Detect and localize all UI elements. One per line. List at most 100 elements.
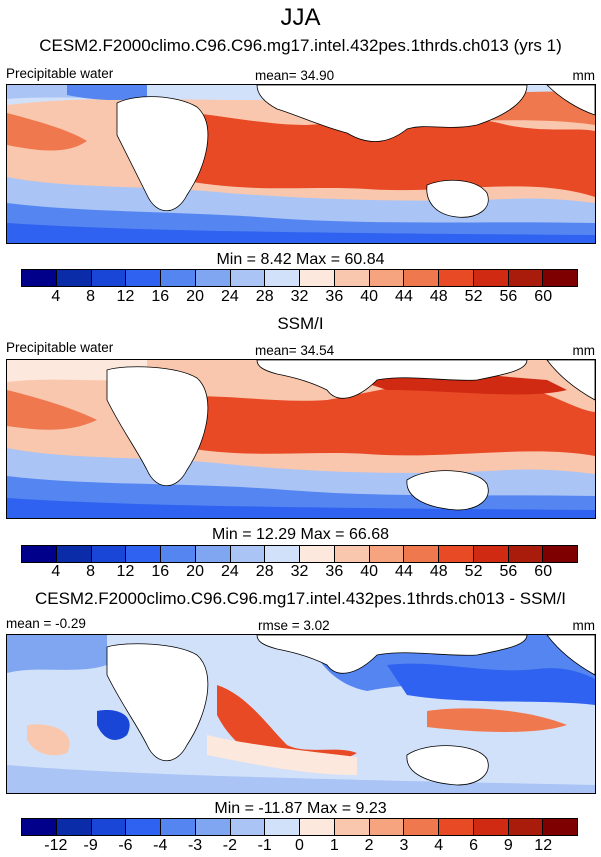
colorbar-swatch — [404, 819, 439, 835]
panel2-colorbar-ticks: 4 8 12 16 20 24 28 32 36 40 44 48 52 56 60 — [21, 563, 578, 583]
colorbar-tick-label: 40 — [360, 563, 379, 580]
colorbar-tick-label: 4 — [51, 288, 61, 305]
colorbar-swatch — [369, 819, 405, 835]
panel3-units-label: mm — [572, 618, 596, 633]
colorbar-swatch — [22, 819, 57, 835]
colorbar-tick-label: 4 — [51, 563, 61, 580]
colorbar-tick-label: 56 — [499, 563, 518, 580]
panel2-mean-label: mean= 34.54 — [255, 343, 335, 358]
panel1-colorbar — [21, 269, 578, 287]
colorbar-swatch — [265, 270, 300, 286]
colorbar-tick-label: 32 — [290, 563, 309, 580]
colorbar-tick-label: 60 — [534, 563, 553, 580]
panel3-map — [6, 634, 596, 794]
colorbar-tick-label: 28 — [255, 288, 274, 305]
colorbar-tick-label: 12 — [534, 837, 553, 854]
panel3-map-svg — [7, 635, 595, 793]
colorbar-swatch — [473, 546, 509, 562]
colorbar-swatch — [543, 819, 577, 835]
colorbar-tick-label: 16 — [151, 563, 170, 580]
panel1-map-svg — [7, 85, 595, 243]
colorbar-tick-label: 3 — [399, 837, 409, 854]
colorbar-tick-label: 9 — [503, 837, 513, 854]
colorbar-swatch — [91, 546, 127, 562]
colorbar-swatch — [334, 546, 370, 562]
panel1-subtitle: CESM2.F2000climo.C96.C96.mg17.intel.432p… — [39, 36, 562, 55]
colorbar-tick-label: 36 — [325, 563, 344, 580]
colorbar-tick-label: 52 — [464, 288, 483, 305]
panel1-left-label: Precipitable water — [6, 66, 114, 81]
colorbar-tick-label: 60 — [534, 288, 553, 305]
panel1-mean-label: mean= 34.90 — [255, 68, 335, 83]
colorbar-swatch — [230, 270, 266, 286]
panel3-subtitle: CESM2.F2000climo.C96.C96.mg17.intel.432p… — [34, 589, 567, 608]
panel3-colorbar — [21, 818, 578, 836]
colorbar-swatch — [56, 270, 92, 286]
colorbar-swatch — [439, 546, 474, 562]
colorbar-swatch — [508, 546, 544, 562]
colorbar-tick-label: 52 — [464, 563, 483, 580]
panel3-mean-label: mean = -0.29 — [6, 616, 86, 631]
colorbar-tick-label: 12 — [116, 563, 135, 580]
colorbar-tick-label: 12 — [116, 288, 135, 305]
panel2-map — [6, 359, 596, 519]
colorbar-tick-label: 4 — [434, 837, 444, 854]
colorbar-swatch — [473, 819, 509, 835]
colorbar-tick-label: 2 — [364, 837, 374, 854]
panel2-colorbar — [21, 545, 578, 563]
colorbar-swatch — [334, 270, 370, 286]
colorbar-swatch — [195, 546, 231, 562]
colorbar-tick-label: -6 — [118, 837, 133, 854]
colorbar-swatch — [195, 819, 231, 835]
panel1-colorbar-ticks: 4 8 12 16 20 24 28 32 36 40 44 48 52 56 60 — [21, 288, 578, 308]
colorbar-swatch — [91, 819, 127, 835]
colorbar-tick-label: 6 — [469, 837, 479, 854]
colorbar-tick-label: 8 — [86, 563, 96, 580]
colorbar-tick-label: -2 — [222, 837, 237, 854]
colorbar-tick-label: 56 — [499, 288, 518, 305]
colorbar-tick-label: 24 — [220, 288, 239, 305]
colorbar-tick-label: 36 — [325, 288, 344, 305]
colorbar-tick-label: 0 — [295, 837, 304, 854]
colorbar-swatch — [439, 819, 474, 835]
colorbar-swatch — [404, 270, 439, 286]
colorbar-swatch — [508, 270, 544, 286]
panel2-subtitle: SSM/I — [277, 314, 324, 333]
panel1-units-label: mm — [572, 68, 596, 83]
colorbar-tick-label: 48 — [429, 563, 448, 580]
page-title: JJA — [280, 4, 321, 31]
colorbar-tick-label: 32 — [290, 288, 309, 305]
colorbar-tick-label: 40 — [360, 288, 379, 305]
colorbar-tick-label: 1 — [329, 837, 339, 854]
colorbar-swatch — [161, 270, 196, 286]
panel2-units-label: mm — [572, 343, 596, 358]
colorbar-swatch — [126, 819, 161, 835]
colorbar-tick-label: -4 — [153, 837, 168, 854]
colorbar-swatch — [22, 546, 57, 562]
colorbar-tick-label: 44 — [395, 563, 413, 580]
panel3-minmax: Min = -11.87 Max = 9.23 — [214, 800, 387, 817]
colorbar-swatch — [369, 270, 405, 286]
panel1-minmax: Min = 8.42 Max = 60.84 — [216, 251, 385, 268]
colorbar-swatch — [22, 270, 57, 286]
panel2-map-svg — [7, 360, 595, 518]
colorbar-tick-label: 44 — [395, 288, 413, 305]
colorbar-tick-label: 20 — [186, 563, 204, 580]
colorbar-swatch — [230, 819, 266, 835]
colorbar-swatch — [369, 546, 405, 562]
colorbar-tick-label: 28 — [255, 563, 274, 580]
colorbar-swatch — [195, 270, 231, 286]
panel3-colorbar-ticks: -12 -9 -6 -4 -3 -2 -1 0 1 2 3 4 6 9 12 — [21, 837, 578, 857]
colorbar-swatch — [230, 546, 266, 562]
colorbar-tick-label: 24 — [220, 563, 239, 580]
colorbar-tick-label: -3 — [187, 837, 203, 854]
colorbar-swatch — [473, 270, 509, 286]
colorbar-swatch — [126, 546, 161, 562]
colorbar-swatch — [543, 270, 577, 286]
colorbar-swatch — [265, 546, 300, 562]
colorbar-swatch — [161, 546, 196, 562]
colorbar-tick-label: 8 — [86, 288, 96, 305]
colorbar-tick-label: -12 — [44, 837, 68, 854]
colorbar-tick-label: 16 — [151, 288, 170, 305]
colorbar-swatch — [56, 546, 92, 562]
